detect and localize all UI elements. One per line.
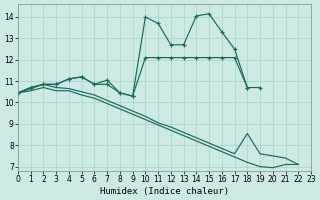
X-axis label: Humidex (Indice chaleur): Humidex (Indice chaleur) xyxy=(100,187,229,196)
